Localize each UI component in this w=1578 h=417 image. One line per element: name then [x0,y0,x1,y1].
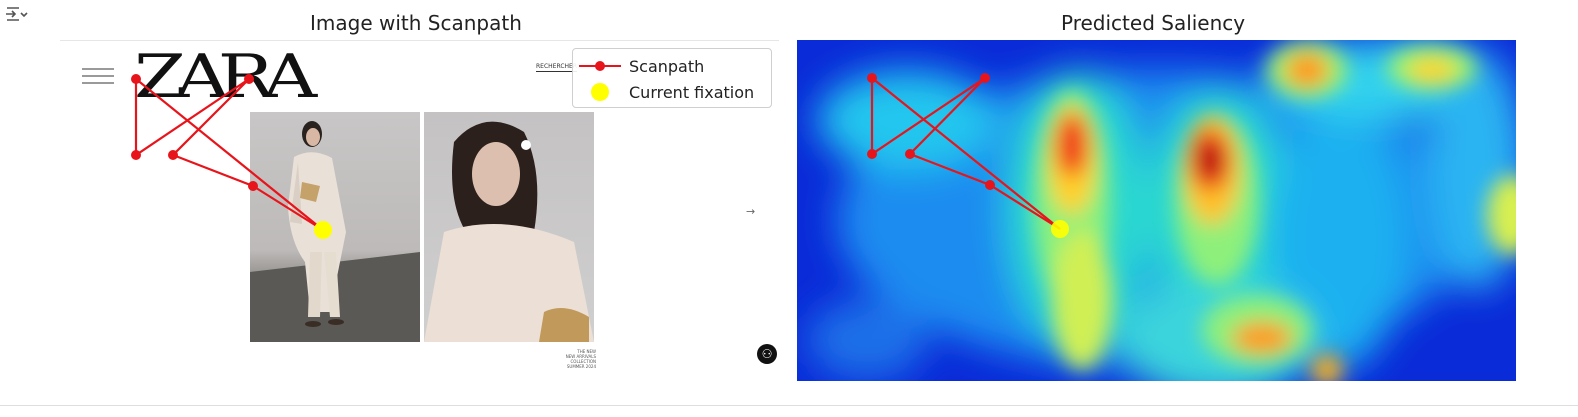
right-panel-title: Predicted Saliency [1061,11,1246,35]
fixation-point [905,149,915,159]
scanpath-overlay [131,74,531,239]
accessibility-icon: ⚇ [757,344,777,364]
legend-item-scanpath: Scanpath [573,53,771,79]
white-dot [521,140,531,150]
legend-label-fixation: Current fixation [629,83,755,102]
arrow-right-icon: → [746,205,756,218]
current-fixation-marker [314,221,332,239]
fixation-point [131,74,141,84]
left-panel-title: Image with Scanpath [310,11,522,35]
zara-logo: ZARA [134,42,317,112]
scanpath-line [870,77,1061,230]
output-divider [0,405,1578,406]
current-fixation-marker [1051,220,1069,238]
search-link: RECHERCHER [536,63,577,72]
saliency-scanpath-overlay [867,73,1069,238]
scanpath-line [134,78,324,231]
product-photo-right [424,112,594,342]
product-photo-left [250,112,420,342]
fixation-point [244,74,254,84]
photo-caption: THE NEW NEW ARRIVALS COLLECTION SUMMER 2… [565,349,596,369]
fixation-point [248,181,258,191]
saliency-heatmap-plot [797,40,1516,381]
fixation-point [867,149,877,159]
scanpath-jump [871,77,1061,230]
legend: Scanpath Current fixation [572,48,772,108]
fixation-point [867,73,877,83]
legend-item-fixation: Current fixation [573,79,771,105]
fixation-point [980,73,990,83]
fixation-point [985,180,995,190]
menu-icon [82,68,114,84]
output-collapse-icon[interactable] [4,4,30,24]
legend-label-scanpath: Scanpath [629,57,705,76]
fixation-point [168,150,178,160]
scanpath-jump [135,78,324,231]
fixation-point [131,150,141,160]
